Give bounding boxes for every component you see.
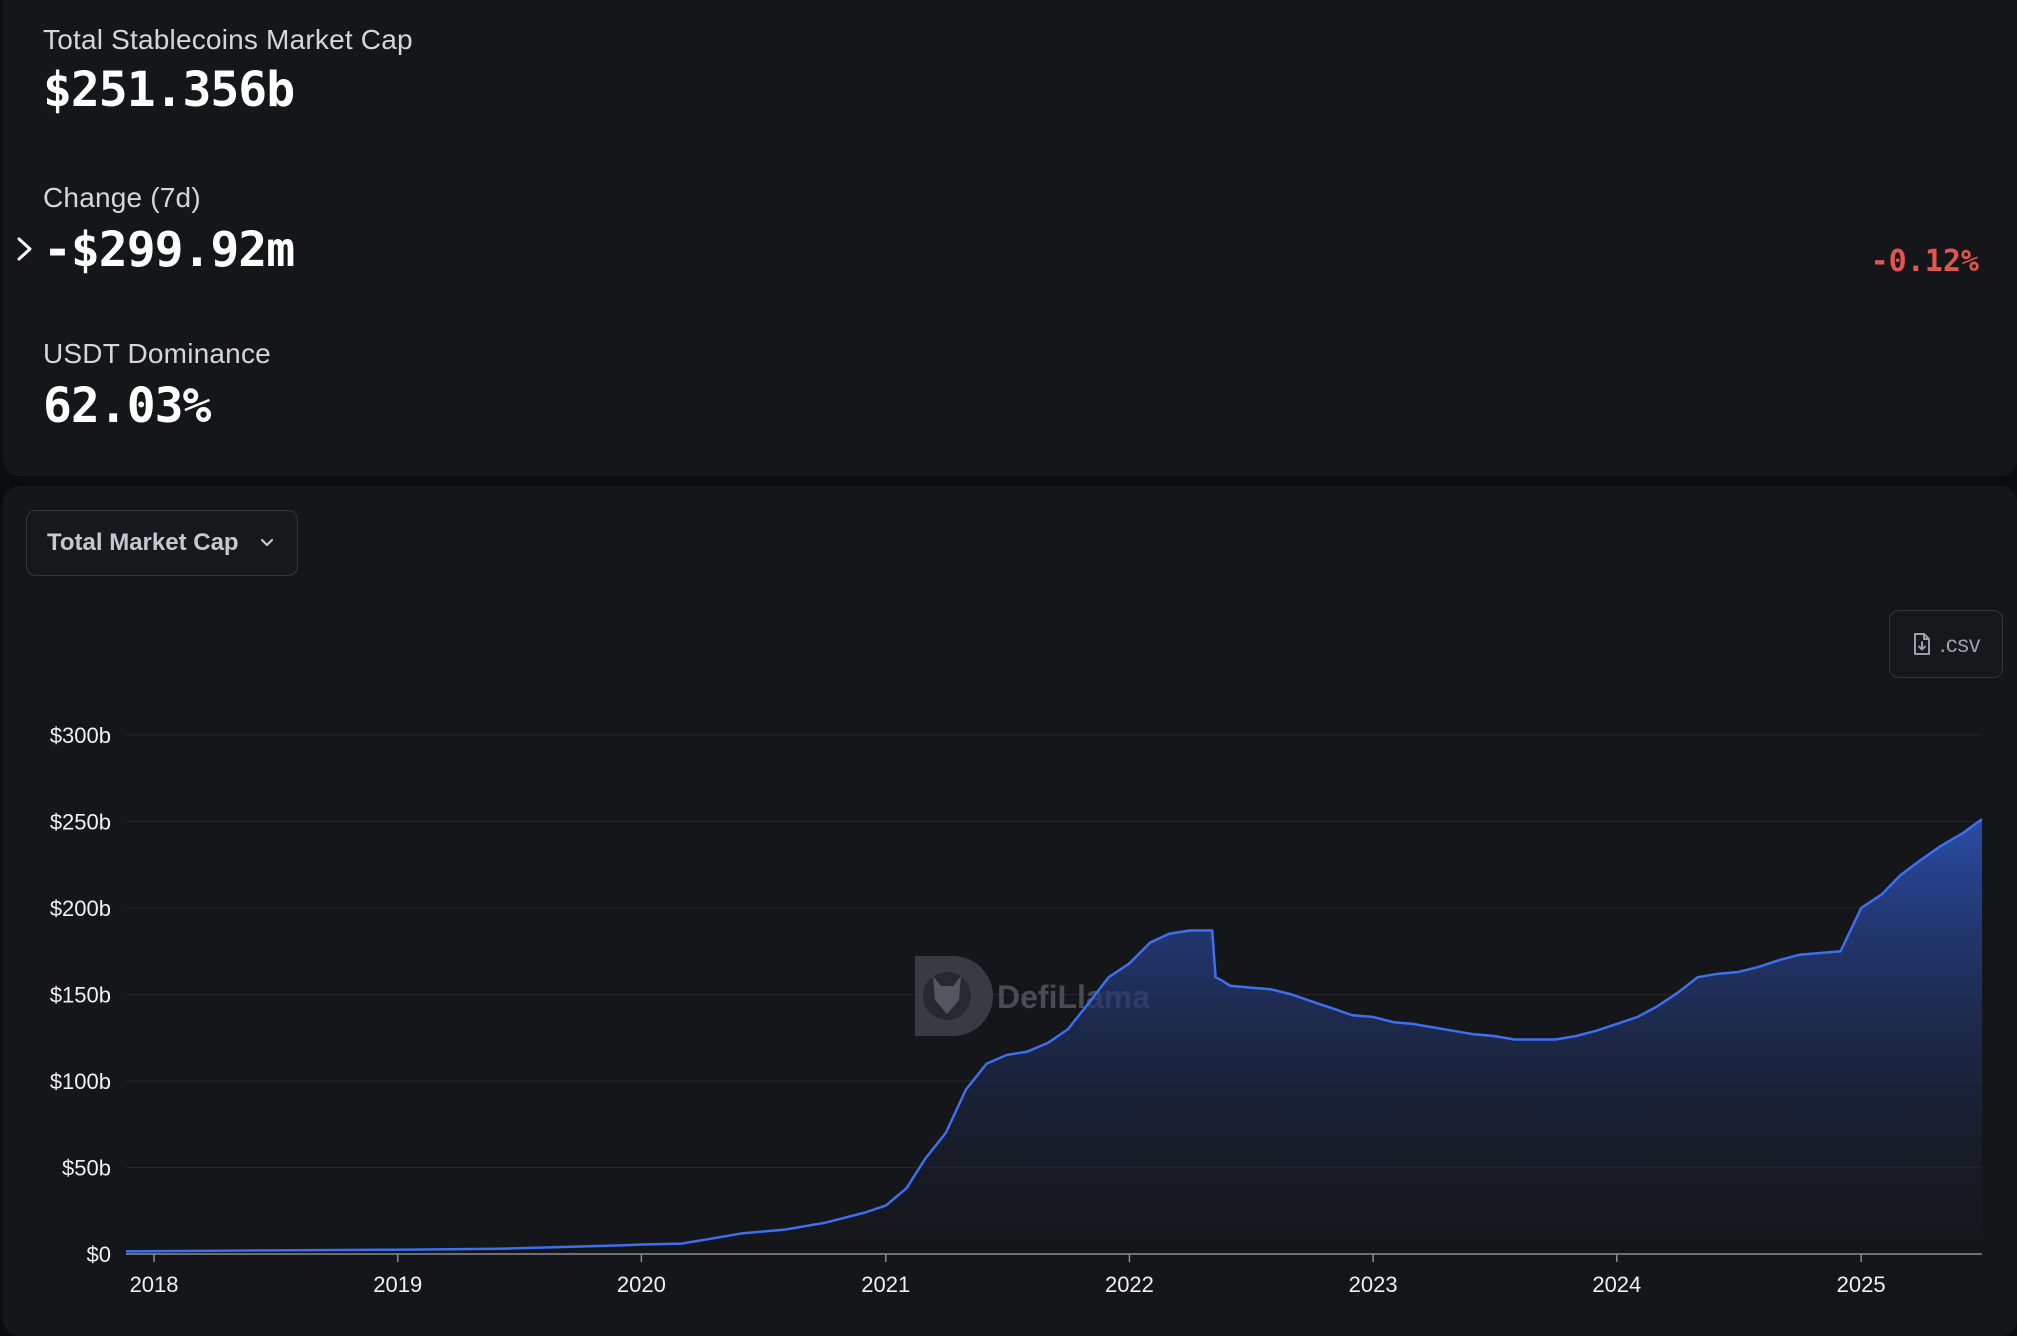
llama-logo-icon [915,956,993,1036]
y-tick-label: $300b [50,723,111,748]
usdt-dominance-value: 62.03% [43,378,211,434]
y-tick-label: $150b [50,983,111,1008]
series-area [126,819,1982,1254]
chart-axes: $0 $50b $100b $150b $200b $250b $300b 2018 2019 2… [50,723,1982,1297]
y-tick-label: $200b [50,896,111,921]
chevron-down-icon [260,538,274,547]
x-tick-label: 2018 [130,1272,179,1297]
market-cap-chart: DefiLlama $0$50b$100b$150b$200b$250b$300… [50,723,1983,1297]
chart-panel: Total Market Cap .csv DefiLlama [3,486,2017,1336]
x-tick-label: 2020 [617,1272,666,1297]
series-line [125,818,1983,1253]
change-7d-percent: -0.12% [1870,244,1979,279]
change-7d-value: -$299.92m [43,222,295,278]
x-tick-label: 2021 [861,1272,910,1297]
y-tick-label: $250b [50,810,111,835]
total-marketcap-value: $251.356b [43,62,295,118]
x-tick-label: 2022 [1105,1272,1154,1297]
y-tick-label: $0 [87,1242,111,1267]
stats-panel: Total Stablecoins Market Cap $251.356b C… [3,0,2017,476]
usdt-dominance-label: USDT Dominance [43,338,271,369]
download-csv-button[interactable]: .csv [1889,610,2003,678]
change-7d-label: Change (7d) [43,182,201,213]
x-tick-label: 2025 [1837,1272,1886,1297]
chevron-right-icon[interactable] [15,234,35,264]
metric-select-value: Total Market Cap [47,529,239,556]
y-tick-label: $100b [50,1069,111,1094]
metric-select[interactable]: Total Market Cap [26,510,298,576]
x-tick-label: 2024 [1592,1272,1641,1297]
total-marketcap-label: Total Stablecoins Market Cap [43,24,413,55]
chart-series [125,818,1983,1254]
y-tick-label: $50b [62,1156,111,1181]
file-download-icon [1913,633,1930,655]
x-tick-label: 2023 [1349,1272,1398,1297]
x-tick-label: 2019 [373,1272,422,1297]
csv-label: .csv [1939,630,1981,657]
